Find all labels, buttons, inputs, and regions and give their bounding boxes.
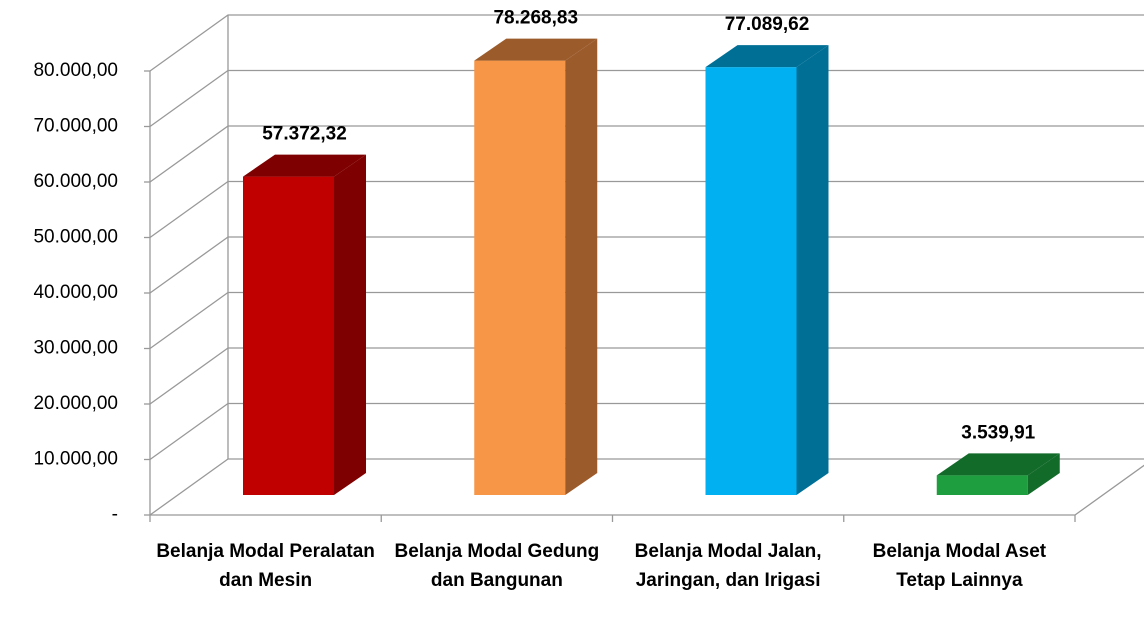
- bar-side: [565, 38, 598, 495]
- grid-line: [149, 180, 1144, 239]
- bar-top: [705, 45, 829, 68]
- y-tick-label: 60.000,00: [33, 171, 118, 192]
- bar: [936, 475, 1028, 495]
- y-tick-label: 80.000,00: [33, 60, 118, 81]
- data-label: 77.089,62: [725, 14, 810, 35]
- y-tick-label: -: [112, 504, 118, 525]
- grid-line: [149, 14, 1144, 72]
- x-tick-label: Belanja Modal Aset Tetap Lainnya: [872, 541, 1047, 591]
- grid-line: [149, 347, 1144, 405]
- y-tick-label: 70.000,00: [33, 116, 118, 137]
- data-label: 3.539,91: [961, 422, 1035, 443]
- x-tick-label: Belanja Modal Jalan, Jaringan, dan Iriga…: [634, 541, 822, 591]
- bar-top: [243, 154, 366, 177]
- data-label: 57.372,32: [262, 124, 347, 145]
- data-label: 78.268,83: [493, 8, 578, 29]
- bar-side: [1027, 453, 1060, 495]
- y-tick-label: 40.000,00: [33, 282, 118, 303]
- y-tick-label: 20.000,00: [33, 393, 118, 414]
- grid-line: [149, 236, 1144, 294]
- bar: [474, 60, 566, 495]
- y-tick-label: 30.000,00: [33, 338, 118, 359]
- grid-line: [149, 402, 1144, 461]
- grid-line: [149, 291, 1144, 350]
- bar-top: [936, 453, 1060, 476]
- bar-side: [334, 154, 366, 495]
- x-tick-label: Belanja Modal Peralatan dan Mesin: [156, 541, 375, 591]
- grid-line: [149, 458, 1144, 516]
- grid-line: [149, 69, 1144, 128]
- x-tick-label: Belanja Modal Gedung dan Bangunan: [394, 541, 600, 591]
- bar-side: [796, 45, 829, 495]
- y-tick-label: 10.000,00: [33, 449, 118, 470]
- grid-line: [149, 125, 1144, 183]
- bar: [705, 67, 797, 495]
- y-tick-label: 50.000,00: [33, 227, 118, 248]
- bar-top: [474, 38, 598, 61]
- bar: [243, 176, 334, 495]
